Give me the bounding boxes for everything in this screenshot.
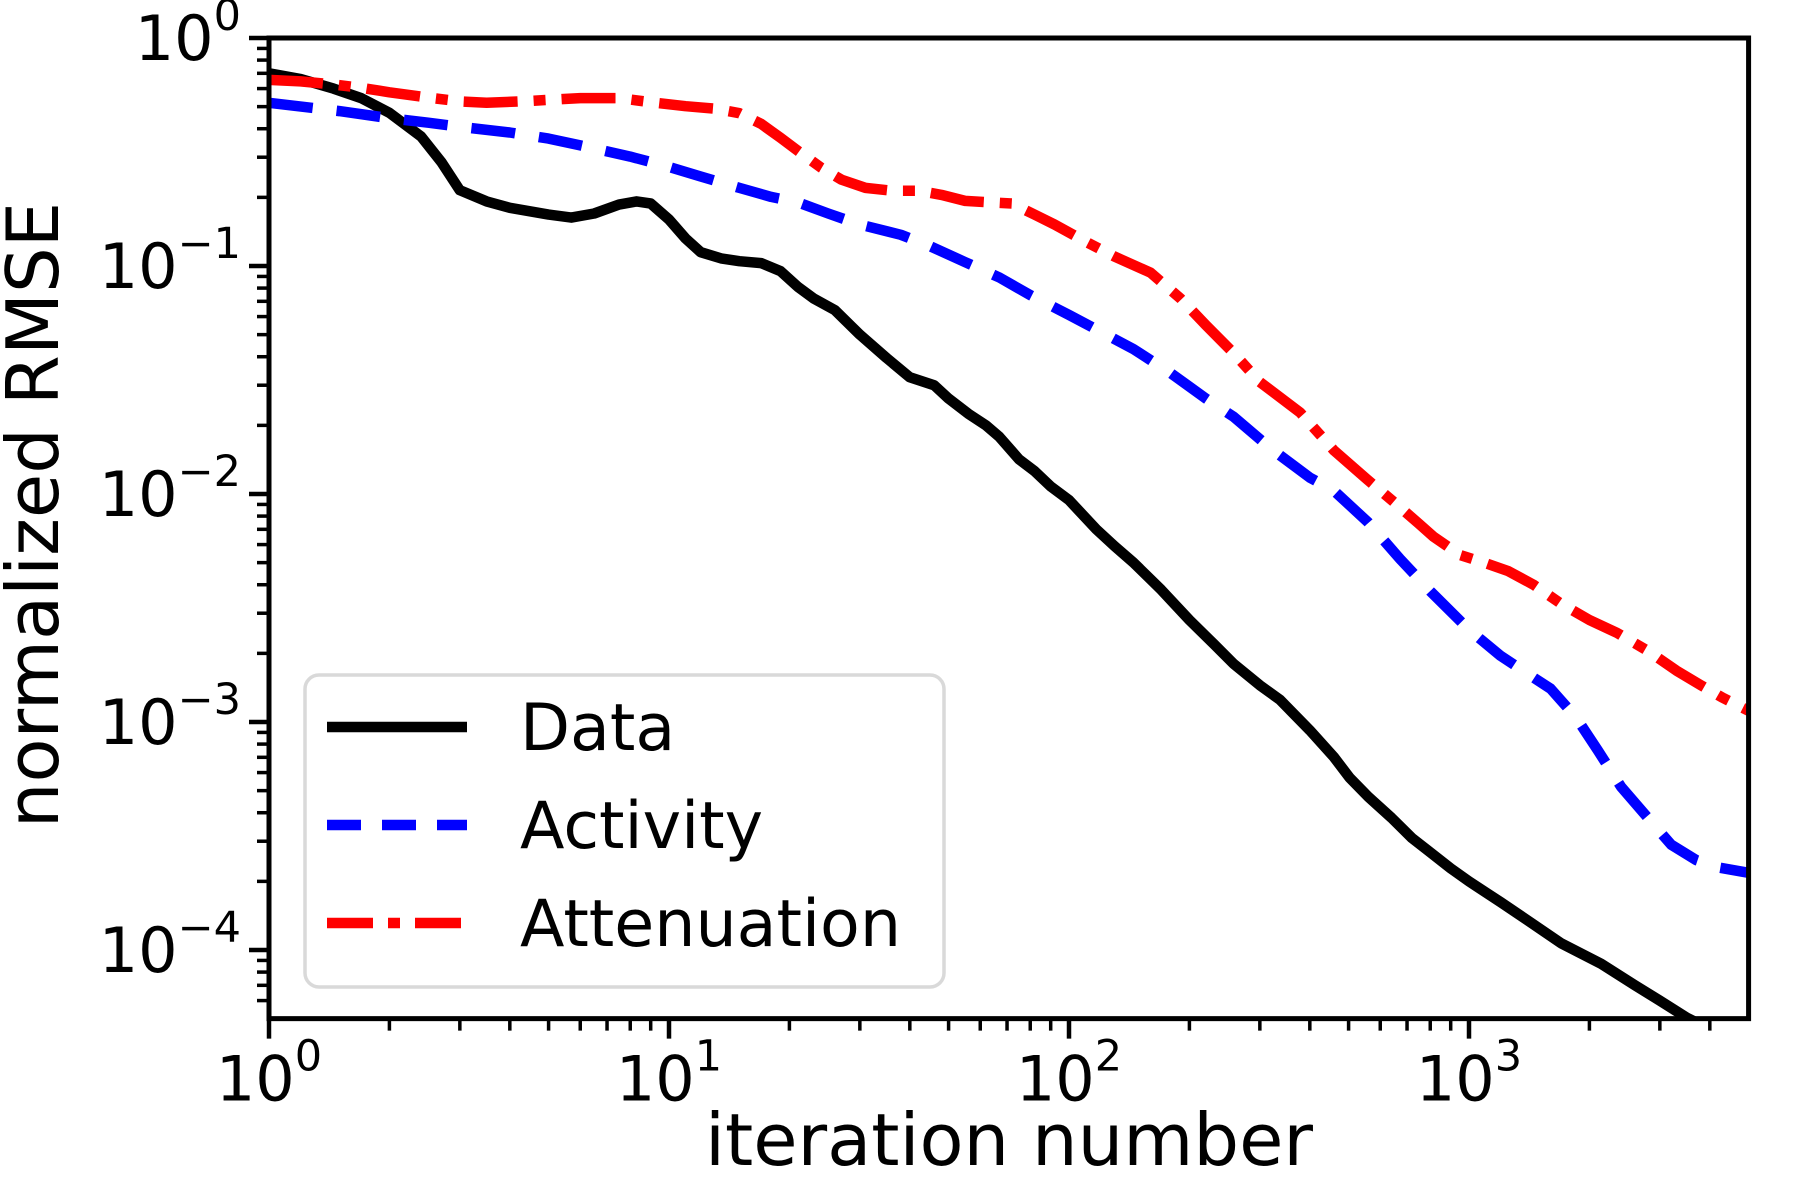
y-tick-label: 10−3 bbox=[99, 675, 241, 759]
y-tick-label: 100 bbox=[135, 0, 241, 75]
legend-label-activity: Activity bbox=[520, 789, 763, 864]
y-axis-label: normalized RMSE bbox=[0, 202, 75, 828]
data-series bbox=[268, 68, 1750, 1020]
x-tick-label: 100 bbox=[216, 1032, 322, 1116]
legend-frame bbox=[303, 673, 946, 989]
y-tick-label: 10−2 bbox=[99, 447, 241, 531]
x-axis-label: iteration number bbox=[705, 1098, 1313, 1182]
series-line-data bbox=[268, 68, 1703, 1020]
series-line-activity bbox=[268, 97, 1750, 878]
y-tick-label: 10−4 bbox=[99, 903, 241, 987]
y-tick-label: 10−1 bbox=[99, 219, 241, 303]
series-line-attenuation bbox=[268, 74, 1750, 716]
legend-label-data: Data bbox=[520, 691, 675, 766]
legend-label-attenuation: Attenuation bbox=[520, 887, 901, 962]
x-tick-label: 103 bbox=[1416, 1032, 1522, 1116]
plot-border bbox=[266, 35, 1752, 1022]
legend: Data Activity Attenuation bbox=[303, 673, 946, 989]
